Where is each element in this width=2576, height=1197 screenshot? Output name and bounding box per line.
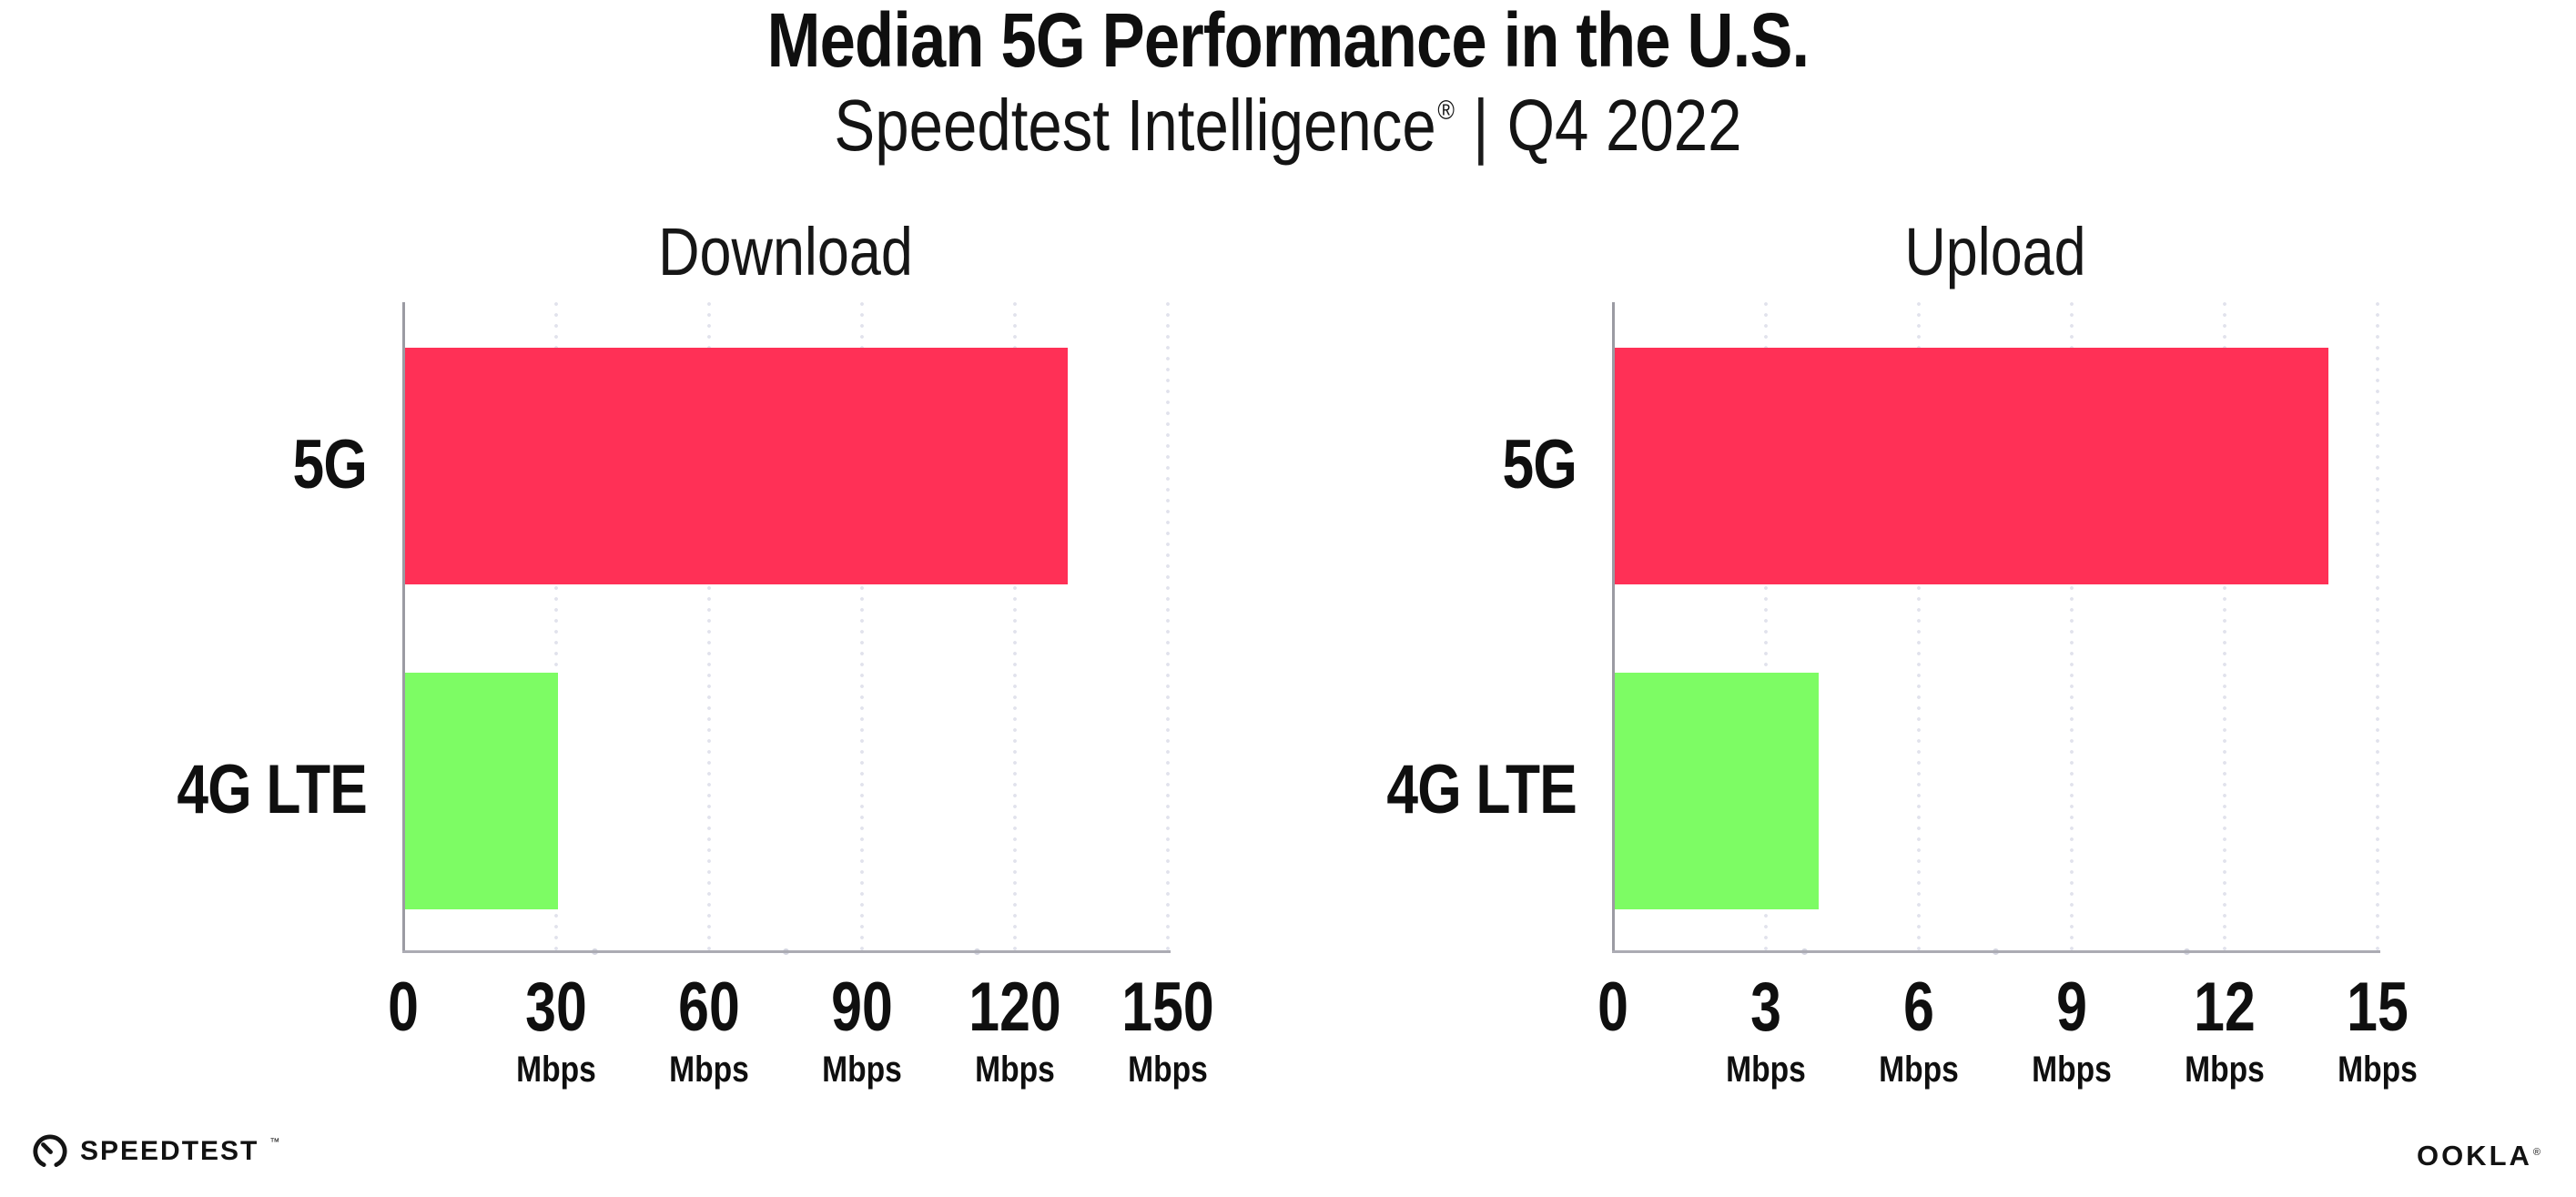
x-tick-label: 6 bbox=[1903, 969, 1934, 1046]
x-axis-line bbox=[402, 950, 1171, 953]
x-tick-120: 120 Mbps bbox=[958, 969, 1073, 1090]
x-tick-label: 60 bbox=[678, 969, 740, 1046]
x-tick-label: 9 bbox=[2056, 969, 2087, 1046]
download-plot-area bbox=[402, 302, 1171, 955]
ookla-registered-icon: ® bbox=[2532, 1147, 2543, 1158]
gridline-3 bbox=[1764, 302, 1768, 950]
download-chart: Download 0 30 Mbps 60 Mbps 90 Mbps 120 Mbps 150 Mb… bbox=[176, 218, 1268, 1138]
category-label-5g: 5G bbox=[1502, 426, 1577, 503]
x-tick-0: 0 bbox=[384, 973, 422, 1042]
download-x-axis: 0 30 Mbps 60 Mbps 90 Mbps 120 Mbps 150 Mbps bbox=[388, 969, 1214, 1101]
x-tick-unit: Mbps bbox=[2032, 1050, 2112, 1090]
x-tick-label: 30 bbox=[525, 969, 587, 1046]
ookla-wordmark: OOKLA bbox=[2416, 1140, 2532, 1172]
upload-plot-area bbox=[1612, 302, 2380, 955]
registered-mark-icon: ® bbox=[1437, 96, 1455, 126]
x-tick-label: 3 bbox=[1750, 969, 1781, 1046]
bar-row-5g bbox=[1613, 302, 2378, 627]
y-axis-line bbox=[1612, 302, 1615, 952]
upload-chart-title: Upload bbox=[1904, 214, 2086, 289]
bar-4g-lte bbox=[1615, 673, 1819, 909]
subtitle-separator: | bbox=[1473, 85, 1489, 166]
download-chart-title: Download bbox=[658, 214, 913, 289]
x-tick-6: 6 Mbps bbox=[1871, 969, 1966, 1090]
x-tick-label: 0 bbox=[1597, 969, 1628, 1046]
x-tick-3: 3 Mbps bbox=[1719, 969, 1813, 1090]
x-tick-12: 12 Mbps bbox=[2177, 969, 2272, 1090]
bar-4g-lte bbox=[405, 673, 558, 909]
x-tick-unit: Mbps bbox=[822, 1050, 902, 1090]
x-tick-label: 12 bbox=[2194, 969, 2256, 1046]
x-tick-label: 150 bbox=[1121, 969, 1214, 1046]
bar-row-4g-lte bbox=[1613, 627, 2378, 952]
x-tick-unit: Mbps bbox=[1726, 1050, 1806, 1090]
x-tick-label: 90 bbox=[831, 969, 893, 1046]
gridline-150 bbox=[1166, 302, 1170, 950]
x-tick-unit: Mbps bbox=[1128, 1050, 1208, 1090]
x-tick-label: 120 bbox=[969, 969, 1061, 1046]
gridline-30 bbox=[554, 302, 558, 950]
x-tick-label: 0 bbox=[388, 969, 419, 1046]
x-axis-line bbox=[1612, 950, 2380, 953]
gridline-90 bbox=[860, 302, 864, 950]
y-axis-line bbox=[402, 302, 405, 952]
x-tick-unit: Mbps bbox=[1879, 1050, 1959, 1090]
upload-x-axis: 0 3 Mbps 6 Mbps 9 Mbps 12 Mbps 15 Mbps bbox=[1597, 969, 2418, 1101]
x-tick-30: 30 Mbps bbox=[509, 969, 603, 1090]
page-subtitle: Speedtest Intelligence® | Q4 2022 bbox=[206, 87, 2369, 164]
upload-chart: Upload 0 3 Mbps 6 Mbps 9 Mbps 12 Mbps 15 Mbps 5G 4G… bbox=[1385, 218, 2478, 1138]
x-tick-unit: Mbps bbox=[669, 1050, 749, 1090]
bar-row-4g-lte bbox=[403, 627, 1168, 952]
x-tick-unit: Mbps bbox=[516, 1050, 596, 1090]
x-tick-90: 90 Mbps bbox=[815, 969, 909, 1090]
x-tick-15: 15 Mbps bbox=[2330, 969, 2425, 1090]
subtitle-period: Q4 2022 bbox=[1506, 85, 1742, 166]
x-tick-unit: Mbps bbox=[2338, 1050, 2418, 1090]
x-tick-unit: Mbps bbox=[975, 1050, 1055, 1090]
gridline-12 bbox=[2223, 302, 2226, 950]
page-title: Median 5G Performance in the U.S. bbox=[766, 0, 1810, 83]
ookla-logo: OOKLA® bbox=[2417, 1140, 2543, 1172]
bar-5g bbox=[1615, 348, 2328, 584]
speedtest-logo: SPEEDTEST ™ bbox=[30, 1131, 279, 1172]
speedtest-gauge-icon bbox=[30, 1131, 70, 1172]
gridline-9 bbox=[2070, 302, 2074, 950]
bar-5g bbox=[405, 348, 1068, 584]
gridline-15 bbox=[2376, 302, 2379, 950]
category-label-4g-lte: 4G LTE bbox=[1386, 751, 1577, 828]
gridline-60 bbox=[707, 302, 711, 950]
bar-row-5g bbox=[403, 302, 1168, 627]
x-tick-0: 0 bbox=[1594, 973, 1632, 1042]
category-label-5g: 5G bbox=[292, 426, 367, 503]
trademark-icon: ™ bbox=[269, 1137, 280, 1148]
x-tick-unit: Mbps bbox=[2185, 1050, 2265, 1090]
speedtest-wordmark: SPEEDTEST bbox=[80, 1136, 259, 1166]
subtitle-brand: Speedtest Intelligence bbox=[834, 85, 1436, 166]
x-tick-150: 150 Mbps bbox=[1111, 969, 1226, 1090]
gridline-120 bbox=[1013, 302, 1017, 950]
category-label-4g-lte: 4G LTE bbox=[177, 751, 367, 828]
x-tick-60: 60 Mbps bbox=[662, 969, 756, 1090]
gridline-6 bbox=[1917, 302, 1921, 950]
x-tick-9: 9 Mbps bbox=[2024, 969, 2119, 1090]
x-tick-label: 15 bbox=[2347, 969, 2409, 1046]
